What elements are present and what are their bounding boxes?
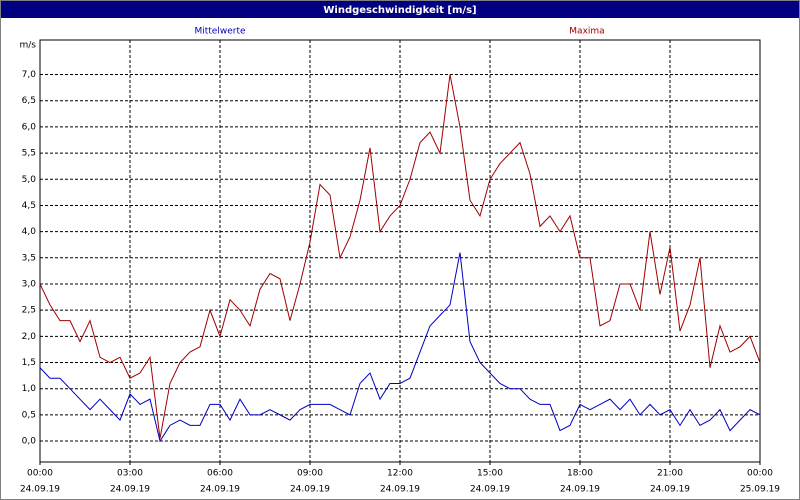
x-tick-label: 18:00 xyxy=(567,469,593,479)
x-tick-date: 24.09.19 xyxy=(650,485,690,495)
y-tick-label: 1,5 xyxy=(22,358,36,368)
x-tick-date: 24.09.19 xyxy=(470,485,510,495)
y-tick-label: 2,5 xyxy=(22,306,36,316)
y-tick-label: 0,5 xyxy=(22,410,36,420)
x-tick-date: 25.09.19 xyxy=(740,485,780,495)
y-tick-label: 7,0 xyxy=(22,70,37,80)
x-tick-label: 06:00 xyxy=(207,469,233,479)
x-tick-date: 24.09.19 xyxy=(290,485,330,495)
x-tick-date: 24.09.19 xyxy=(380,485,420,495)
x-tick-label: 12:00 xyxy=(387,469,413,479)
legend-entry: Mittelwerte xyxy=(194,27,245,37)
legend-entry: Maxima xyxy=(569,27,604,37)
x-tick-date: 24.09.19 xyxy=(110,485,150,495)
y-tick-label: 2,0 xyxy=(22,332,37,342)
y-tick-label: 6,5 xyxy=(22,96,36,106)
x-tick-date: 24.09.19 xyxy=(200,485,240,495)
window-title: Windgeschwindigkeit [m/s] xyxy=(323,5,476,16)
x-tick-label: 21:00 xyxy=(657,469,683,479)
x-tick-label: 15:00 xyxy=(477,469,503,479)
y-tick-label: 3,5 xyxy=(22,253,36,263)
x-tick-label: 00:00 xyxy=(27,469,53,479)
y-tick-label: 6,0 xyxy=(22,122,37,132)
y-tick-label: 5,5 xyxy=(22,149,36,159)
plot-frame xyxy=(39,39,761,463)
y-tick-label: 4,5 xyxy=(22,201,36,211)
x-tick-label: 09:00 xyxy=(297,469,323,479)
x-tick-date: 24.09.19 xyxy=(560,485,600,495)
y-tick-label: 4,0 xyxy=(22,227,37,237)
x-tick-label: 00:00 xyxy=(747,469,773,479)
y-tick-label: 5,0 xyxy=(22,175,37,185)
y-tick-label: 0,0 xyxy=(22,437,37,447)
series-line xyxy=(39,252,761,443)
y-tick-label: 1,0 xyxy=(22,384,37,394)
y-tick-label: 3,0 xyxy=(22,279,37,289)
x-tick-date: 24.09.19 xyxy=(20,485,60,495)
y-unit: m/s xyxy=(20,41,37,51)
x-tick-label: 03:00 xyxy=(117,469,143,479)
title-bar xyxy=(1,1,799,18)
series-line xyxy=(39,74,761,439)
